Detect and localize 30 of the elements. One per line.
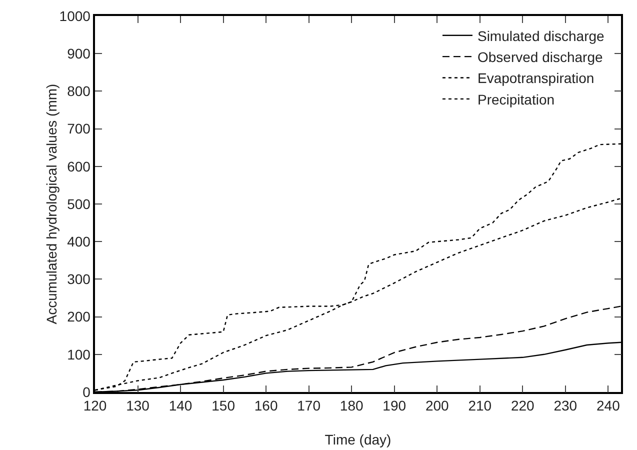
x-tick-label: 180 (340, 398, 364, 414)
y-axis-title: Accumulated hydrological values (mm) (44, 84, 60, 324)
y-tick-label: 500 (67, 196, 91, 212)
y-tick-label: 200 (67, 308, 91, 325)
x-tick-label: 120 (83, 398, 107, 414)
x-axis-title: Time (day) (324, 432, 392, 448)
legend-label: Observed discharge (477, 49, 603, 66)
x-tick-label: 200 (425, 398, 450, 414)
x-tick-label: 140 (168, 398, 192, 414)
legend-label: Simulated discharge (477, 28, 605, 44)
y-tick-label: 300 (67, 271, 91, 288)
y-tick-label: 400 (67, 234, 91, 250)
legend-label: Precipitation (477, 91, 555, 108)
y-tick-label: 600 (67, 158, 91, 174)
x-tick-label: 190 (382, 398, 406, 414)
x-tick-label: 210 (468, 398, 492, 414)
y-tick-label: 800 (67, 83, 91, 100)
x-tick-label: 150 (212, 398, 236, 414)
legend-label: Evapotranspiration (477, 70, 594, 86)
x-tick-label: 130 (126, 398, 150, 414)
y-tick-label: 1000 (59, 8, 91, 24)
x-tick-label: 230 (554, 398, 578, 414)
x-tick-label: 170 (297, 398, 321, 414)
y-tick-label: 900 (67, 46, 91, 62)
x-tick-label: 240 (596, 398, 620, 414)
x-tick-label: 220 (510, 398, 535, 414)
y-tick-label: 0 (82, 384, 91, 400)
x-tick-label: 160 (254, 398, 278, 414)
y-tick-label: 100 (67, 346, 91, 362)
y-tick-label: 700 (67, 120, 91, 137)
